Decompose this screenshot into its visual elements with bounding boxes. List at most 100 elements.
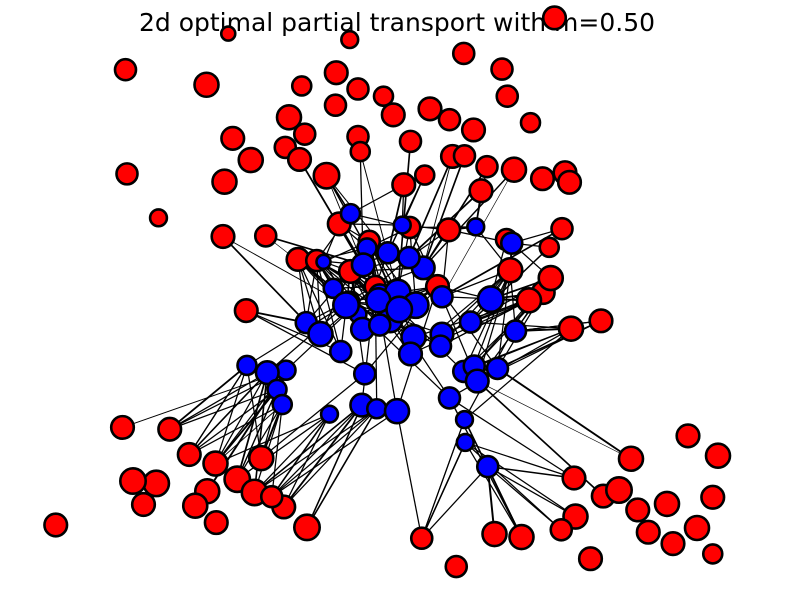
target-point bbox=[460, 117, 487, 143]
target-point bbox=[109, 414, 136, 441]
transport-edge bbox=[271, 410, 398, 498]
target-point bbox=[557, 315, 585, 342]
transport-edge bbox=[496, 270, 511, 369]
target-point bbox=[119, 467, 148, 496]
transport-edge bbox=[222, 235, 307, 324]
source-point bbox=[475, 454, 500, 479]
source-point bbox=[376, 240, 400, 265]
transport-edge bbox=[464, 328, 572, 421]
target-point bbox=[529, 166, 556, 192]
target-point bbox=[409, 526, 434, 551]
source-point bbox=[271, 393, 294, 416]
transport-edge bbox=[449, 397, 575, 479]
target-point bbox=[561, 465, 587, 491]
target-point bbox=[683, 514, 711, 542]
target-point bbox=[113, 57, 138, 82]
target-point bbox=[323, 93, 348, 118]
transport-edge bbox=[236, 389, 278, 480]
target-point bbox=[577, 546, 604, 572]
transport-edge bbox=[236, 372, 269, 480]
source-point bbox=[499, 231, 524, 255]
target-point bbox=[701, 543, 724, 565]
source-point bbox=[328, 339, 353, 364]
target-point bbox=[130, 491, 157, 518]
target-point bbox=[451, 41, 476, 66]
target-point bbox=[210, 223, 236, 250]
transport-edge bbox=[260, 373, 366, 459]
target-point bbox=[436, 217, 462, 243]
transport-edge bbox=[283, 408, 378, 508]
transport-edge bbox=[271, 404, 283, 497]
target-point bbox=[346, 77, 370, 101]
source-point bbox=[319, 404, 340, 424]
target-point bbox=[398, 129, 423, 154]
transport-edge bbox=[215, 389, 278, 464]
target-point bbox=[515, 287, 543, 314]
source-point bbox=[466, 217, 486, 237]
target-point bbox=[549, 517, 574, 542]
target-point bbox=[211, 168, 238, 196]
target-point bbox=[604, 476, 633, 505]
transport-edge bbox=[246, 301, 350, 366]
target-point bbox=[675, 423, 701, 449]
target-point bbox=[219, 25, 237, 42]
target-point bbox=[292, 122, 317, 146]
source-point bbox=[385, 295, 414, 324]
target-point bbox=[635, 519, 661, 545]
target-point bbox=[625, 497, 651, 523]
target-point bbox=[519, 111, 542, 134]
target-point bbox=[220, 125, 246, 151]
target-points bbox=[43, 5, 732, 579]
source-point bbox=[331, 291, 360, 320]
transport-edge bbox=[215, 413, 330, 465]
transport-edge bbox=[473, 270, 511, 367]
target-point bbox=[481, 520, 508, 548]
source-point bbox=[307, 320, 334, 348]
transport-edge bbox=[283, 413, 331, 508]
transport-edge bbox=[271, 408, 378, 498]
target-point bbox=[537, 264, 565, 292]
source-point bbox=[476, 285, 505, 314]
transport-edge bbox=[477, 380, 632, 460]
source-point bbox=[236, 354, 258, 377]
transport-edge bbox=[487, 465, 575, 479]
target-point bbox=[340, 29, 360, 50]
transport-edge bbox=[254, 413, 330, 493]
transport-edges bbox=[122, 141, 632, 539]
transport-edge bbox=[214, 372, 268, 464]
transport-edge bbox=[487, 466, 576, 518]
source-point bbox=[485, 356, 510, 381]
transport-edge bbox=[464, 441, 576, 518]
target-point bbox=[292, 513, 321, 542]
target-point bbox=[617, 445, 645, 473]
target-point bbox=[490, 57, 514, 81]
target-point bbox=[538, 236, 561, 259]
source-point bbox=[254, 360, 280, 386]
transport-edge bbox=[215, 404, 283, 464]
transport-edge bbox=[465, 441, 575, 479]
target-point bbox=[202, 450, 229, 477]
target-point bbox=[391, 172, 417, 198]
target-point bbox=[413, 164, 436, 186]
target-point bbox=[417, 96, 443, 122]
target-point bbox=[142, 469, 171, 498]
transport-edge bbox=[487, 466, 562, 531]
target-point bbox=[380, 102, 406, 128]
transport-edge bbox=[214, 365, 248, 464]
target-point bbox=[312, 161, 341, 190]
source-point bbox=[322, 277, 345, 300]
transport-edge bbox=[169, 372, 268, 430]
transport-edge bbox=[422, 169, 515, 269]
source-points bbox=[236, 202, 528, 479]
target-point bbox=[452, 144, 477, 168]
transport-edge bbox=[422, 155, 466, 269]
transport-edge bbox=[271, 404, 363, 498]
transport-edge bbox=[316, 260, 342, 352]
source-point bbox=[397, 245, 421, 270]
target-point bbox=[290, 75, 313, 97]
transport-edge bbox=[464, 442, 523, 538]
target-point bbox=[203, 509, 229, 536]
source-point bbox=[430, 284, 454, 309]
transport-edge bbox=[254, 408, 378, 493]
source-point bbox=[455, 432, 475, 453]
